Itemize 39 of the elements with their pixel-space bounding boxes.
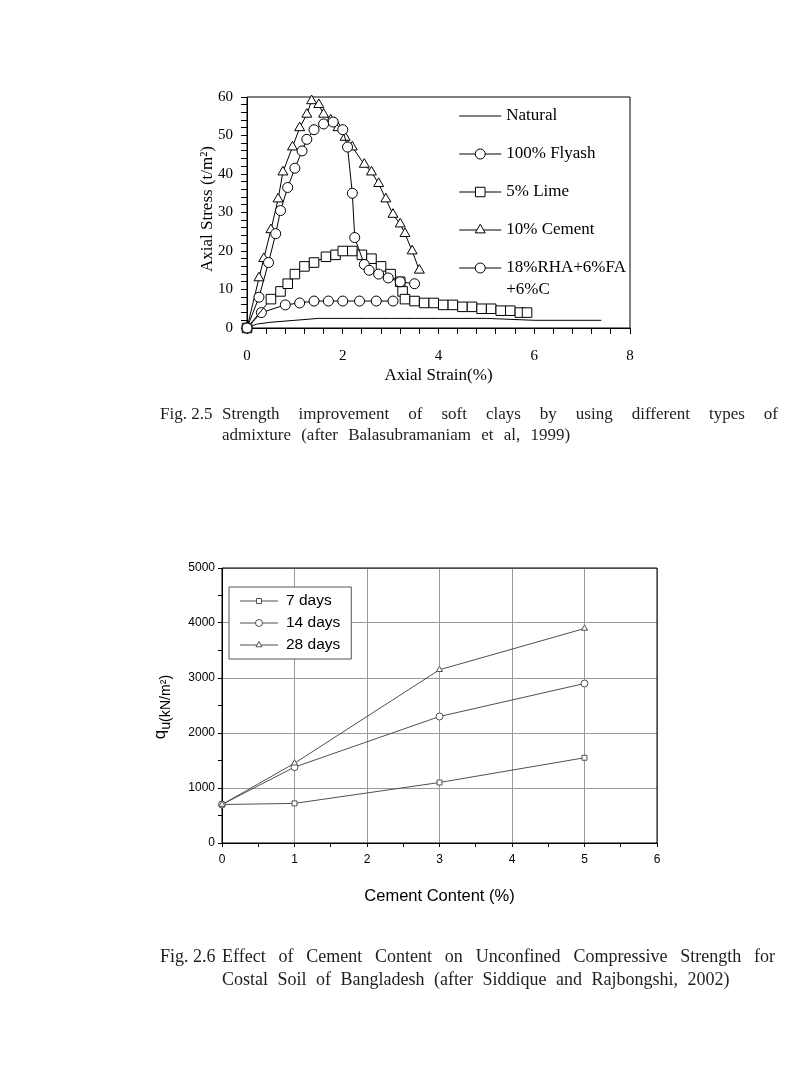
y-tick-label: 20 xyxy=(218,241,233,258)
x-tick-label: 5 xyxy=(581,851,589,866)
y-tick-label: 3000 xyxy=(188,670,216,685)
x-tick-label: 6 xyxy=(530,346,539,363)
x-axis-title: Axial Strain(%) xyxy=(384,365,493,385)
legend-label: 28 days xyxy=(286,635,341,653)
legend-label: 100% Flyash xyxy=(506,143,596,163)
y-tick-label: 4000 xyxy=(188,615,216,630)
legend-label: 14 days xyxy=(286,613,341,631)
y-tick-label: 40 xyxy=(218,164,233,181)
y-tick-label: 10 xyxy=(218,280,233,297)
caption: Fig. 2.6 xyxy=(160,945,216,968)
legend-label: 5% Lime xyxy=(506,181,570,201)
x-tick-label: 4 xyxy=(434,346,443,363)
legend-label: Natural xyxy=(506,105,558,125)
x-axis-title: Cement Content (%) xyxy=(364,885,515,904)
x-tick-label: 8 xyxy=(626,346,634,363)
x-tick-label: 6 xyxy=(653,851,661,866)
legend-label: 7 days xyxy=(286,591,332,609)
x-tick-label: 2 xyxy=(339,346,347,363)
y-tick-label: 50 xyxy=(218,126,233,143)
legend-label: 18%RHA+6%FA+6%C xyxy=(506,257,627,299)
y-tick-label: 0 xyxy=(208,835,216,850)
y-tick-label: 0 xyxy=(225,318,233,335)
y-axis-title: Axial Stress (t/m²) xyxy=(196,146,217,272)
x-tick-label: 1 xyxy=(291,851,299,866)
legend-label: 10% Cement xyxy=(506,219,595,239)
y-tick-label: 2000 xyxy=(188,725,216,740)
y-tick-label: 1000 xyxy=(188,780,216,795)
text: Effect of Cement Content on Unconfined Compressive Strength for Costal Soil of Bangladesh (after Siddique and Rajbongshi, 2002) xyxy=(222,945,775,991)
y-tick-label: 5000 xyxy=(188,560,216,575)
text: Strength improvement of soft clays by using different types of admixture (after Balasubramaniam et al, 1999) xyxy=(222,403,778,445)
caption: Fig. 2.5 xyxy=(160,403,213,424)
x-tick-label: 2 xyxy=(363,851,371,866)
x-tick-label: 4 xyxy=(508,851,516,866)
y-tick-label: 30 xyxy=(218,203,233,220)
x-tick-label: 3 xyxy=(436,851,444,866)
x-tick-label: 0 xyxy=(243,346,251,363)
y-tick-label: 60 xyxy=(218,87,233,104)
